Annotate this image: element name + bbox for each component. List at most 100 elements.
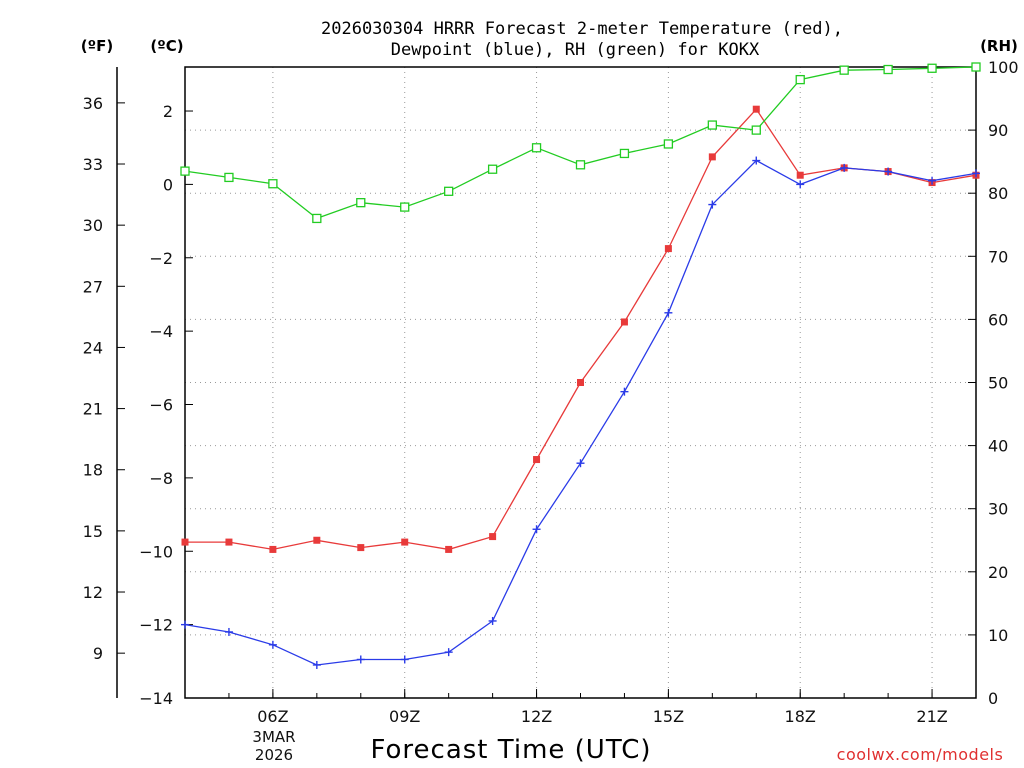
- series-dewpoint: [181, 156, 980, 669]
- fahrenheit-tick-label: 27: [83, 277, 103, 296]
- gridlines: [185, 67, 976, 698]
- temperature-point: [445, 545, 453, 553]
- rh-point: [707, 120, 717, 130]
- rh-tick-label: 90: [988, 121, 1008, 140]
- rh-point: [795, 74, 805, 85]
- rh-point: [180, 166, 190, 176]
- fahrenheit-tick-label: 18: [83, 461, 103, 480]
- dewpoint-point: [576, 459, 585, 468]
- celsius-tick-label: −12: [139, 616, 173, 635]
- rh-tick-label: 80: [988, 184, 1008, 203]
- temperature-point: [664, 245, 672, 253]
- rh-point: [444, 186, 454, 196]
- fahrenheit-tick-label: 33: [83, 155, 103, 174]
- fahrenheit-axis-label: (ºF): [81, 37, 113, 55]
- fahrenheit-tick-label: 30: [83, 216, 103, 235]
- dewpoint-point: [356, 655, 365, 664]
- temperature-point: [533, 456, 541, 464]
- celsius-tick-label: −10: [139, 542, 173, 561]
- rh-point: [487, 164, 498, 174]
- dewpoint-point: [224, 627, 233, 636]
- rh-line: [184, 66, 977, 220]
- temperature-point: [181, 538, 189, 546]
- rh-point: [619, 148, 630, 159]
- celsius-tick-label: −14: [139, 689, 173, 708]
- dewpoint-point: [752, 156, 761, 165]
- rh-tick-label: 30: [988, 500, 1008, 519]
- temperature-point: [357, 544, 365, 552]
- temperature-point: [708, 153, 716, 161]
- chart-subtitle: Dewpoint (blue), RH (green) for KOKX: [391, 40, 760, 60]
- temperature-point: [401, 538, 409, 546]
- fahrenheit-axis: 36 33 30 27 24 21 18 15 12 9: [83, 94, 125, 663]
- temperature-point: [489, 533, 497, 541]
- series: [180, 62, 981, 669]
- rh-tick-label: 50: [988, 374, 1008, 393]
- temperature-point: [313, 536, 321, 544]
- dewpoint-point: [884, 167, 893, 176]
- celsius-tick-label: −8: [149, 469, 173, 488]
- dewpoint-point: [532, 525, 541, 534]
- time-tick-label: 18Z: [785, 707, 816, 726]
- dewpoint-point: [444, 648, 453, 657]
- rh-point: [531, 143, 542, 153]
- series-rh: [180, 62, 981, 224]
- rh-tick-label: 40: [988, 437, 1008, 456]
- celsius-tick-label: −6: [149, 396, 173, 415]
- rh-point: [224, 172, 234, 183]
- dewpoint-line: [184, 159, 977, 666]
- date-label-year: 2026: [255, 746, 293, 764]
- date-label-day: 3MAR: [252, 728, 295, 746]
- temperature-point: [225, 538, 233, 546]
- dewpoint-point: [796, 180, 805, 189]
- dewpoint-point: [664, 308, 673, 317]
- rh-point: [312, 213, 322, 224]
- rh-point: [400, 202, 410, 212]
- rh-axis-label: (RH): [980, 37, 1018, 55]
- rh-point: [575, 160, 586, 170]
- chart-title: 2026030304 HRRR Forecast 2-meter Tempera…: [321, 19, 843, 39]
- rh-tick-label: 60: [988, 310, 1008, 329]
- rh-point: [356, 198, 366, 208]
- rh-point: [839, 65, 849, 75]
- fahrenheit-tick-label: 21: [83, 400, 103, 419]
- rh-tick-label: 70: [988, 247, 1008, 266]
- dewpoint-point: [181, 620, 189, 629]
- dewpoint-point: [312, 660, 321, 669]
- temperature-point: [796, 171, 804, 179]
- fahrenheit-tick-label: 15: [83, 522, 103, 541]
- dewpoint-point: [488, 616, 497, 625]
- temperature-point: [620, 318, 628, 326]
- rh-point: [663, 139, 674, 149]
- temperature-line: [185, 108, 977, 551]
- time-axis: 06Z 09Z 12Z 15Z 18Z 21Z: [184, 689, 977, 726]
- time-tick-label: 12Z: [521, 707, 552, 726]
- fahrenheit-tick-label: 24: [83, 338, 103, 357]
- rh-tick-label: 100: [988, 58, 1019, 77]
- celsius-axis-label: (ºC): [150, 37, 183, 55]
- rh-point: [927, 63, 937, 73]
- rh-tick-label: 20: [988, 563, 1008, 582]
- dewpoint-point: [620, 387, 629, 396]
- rh-tick-label: 10: [988, 626, 1008, 645]
- rh-point: [268, 179, 278, 189]
- celsius-tick-label: −2: [149, 249, 173, 268]
- celsius-tick-label: −4: [149, 322, 173, 341]
- rh-point: [883, 64, 893, 75]
- dewpoint-point: [840, 163, 849, 172]
- series-temperature: [181, 105, 980, 553]
- fahrenheit-tick-label: 12: [83, 583, 103, 602]
- dewpoint-point: [268, 640, 277, 649]
- time-tick-label: 06Z: [257, 707, 288, 726]
- fahrenheit-tick-label: 36: [83, 94, 103, 113]
- dewpoint-point: [928, 176, 937, 185]
- rh-point: [751, 125, 761, 135]
- celsius-tick-label: 2: [163, 102, 173, 121]
- temperature-point: [577, 379, 584, 386]
- x-axis-title: Forecast Time (UTC): [370, 735, 651, 765]
- time-tick-label: 15Z: [653, 707, 684, 726]
- celsius-tick-label: 0: [163, 175, 173, 194]
- dewpoint-point: [972, 169, 980, 178]
